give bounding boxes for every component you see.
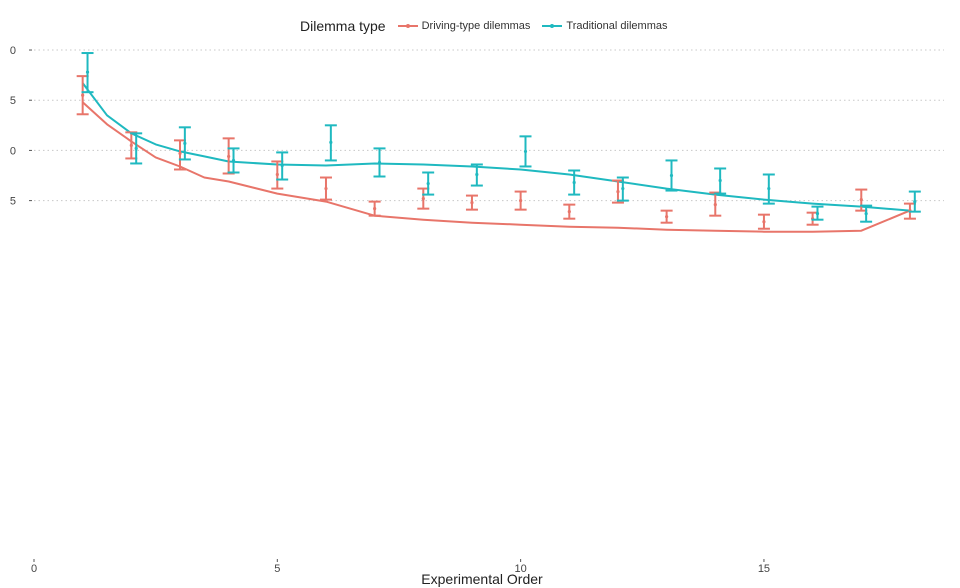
legend-title: Dilemma type: [300, 18, 386, 34]
error-bar-series-0: [319, 176, 332, 201]
error-bar-series-1: [519, 135, 532, 168]
y-axis: 0 5 0 5: [10, 45, 32, 208]
data-point: [567, 210, 571, 214]
data-point: [426, 181, 430, 186]
error-bar-series-0: [368, 200, 381, 217]
error-bar-series-1: [860, 204, 873, 223]
data-point: [475, 172, 479, 177]
error-bar-series-1: [568, 169, 581, 196]
data-point: [81, 93, 85, 97]
error-bars: [76, 52, 921, 230]
legend: Dilemma type Driving-type dilemmas Tradi…: [300, 14, 679, 38]
trend-line-series-0: [82, 101, 911, 233]
data-point: [470, 201, 474, 205]
data-point: [227, 154, 231, 159]
data-point: [815, 212, 820, 216]
y-tick-label: 0: [10, 45, 16, 57]
error-bar-series-0: [514, 190, 527, 211]
data-point: [134, 146, 138, 151]
y-tick-label: 0: [10, 145, 16, 157]
x-tick-label: 0: [31, 563, 37, 575]
data-point: [859, 198, 863, 202]
data-point: [572, 180, 576, 185]
data-point: [324, 186, 328, 191]
error-bar-series-1: [324, 124, 337, 162]
data-point: [231, 158, 236, 163]
data-point: [767, 186, 771, 191]
x-axis: 0 5 10 15: [31, 559, 770, 575]
x-tick-label: 15: [758, 563, 770, 575]
error-bar-series-1: [616, 176, 629, 202]
error-bar-series-1: [130, 132, 143, 165]
data-point: [616, 189, 620, 194]
error-bar-series-1: [762, 173, 775, 205]
trend-line-series-1: [81, 82, 910, 212]
data-point: [129, 143, 133, 147]
error-bar-series-1: [276, 151, 289, 181]
data-point: [665, 215, 669, 219]
data-point: [669, 173, 674, 178]
data-point: [718, 178, 722, 183]
data-point: [864, 212, 868, 216]
error-bar-series-1: [665, 159, 678, 192]
error-bar-series-0: [465, 194, 478, 211]
data-point: [519, 199, 523, 203]
legend-key-driving: [397, 21, 418, 31]
error-bar-series-1: [470, 163, 483, 187]
error-bar-series-0: [76, 75, 89, 116]
x-tick-label: 5: [274, 563, 280, 575]
legend-item-traditional: Traditional dilemmas: [542, 20, 667, 32]
data-point: [913, 200, 917, 204]
error-bar-series-1: [908, 190, 921, 213]
data-point: [523, 149, 528, 154]
legend-label-driving: Driving-type dilemmas: [421, 20, 531, 32]
error-bar-series-1: [422, 171, 435, 196]
data-point: [421, 197, 425, 201]
error-bar-series-0: [757, 213, 770, 230]
data-point: [275, 172, 279, 177]
error-bar-series-1: [227, 147, 240, 174]
data-point: [183, 141, 187, 145]
data-point: [280, 163, 284, 168]
x-axis-title: Experimental Order: [421, 571, 543, 587]
error-bar-series-1: [81, 52, 94, 94]
gridlines: [34, 49, 944, 202]
error-bar-series-0: [709, 191, 722, 217]
error-bar-series-0: [611, 179, 624, 204]
error-bar-series-1: [373, 147, 386, 178]
legend-item-driving: Driving-type dilemmas: [397, 20, 531, 32]
error-bar-series-0: [563, 203, 576, 220]
data-point: [713, 203, 717, 207]
data-point: [329, 140, 333, 144]
trend-lines: [81, 82, 911, 233]
x-tick-label: 10: [515, 563, 527, 575]
legend-label-traditional: Traditional dilemmas: [566, 20, 668, 32]
y-tick-label: 5: [10, 196, 16, 208]
y-tick-label: 5: [10, 95, 16, 107]
error-bar-series-1: [811, 205, 824, 221]
legend-key-traditional: [542, 21, 563, 31]
data-point: [762, 220, 766, 224]
error-bar-series-1: [178, 126, 191, 161]
data-point: [85, 70, 90, 74]
error-bar-series-1: [714, 167, 727, 195]
data-point: [621, 186, 625, 191]
error-bar-series-0: [222, 137, 235, 175]
data-point: [178, 151, 182, 156]
data-point: [377, 160, 382, 165]
error-bar-series-0: [660, 209, 673, 224]
data-point: [373, 207, 377, 211]
